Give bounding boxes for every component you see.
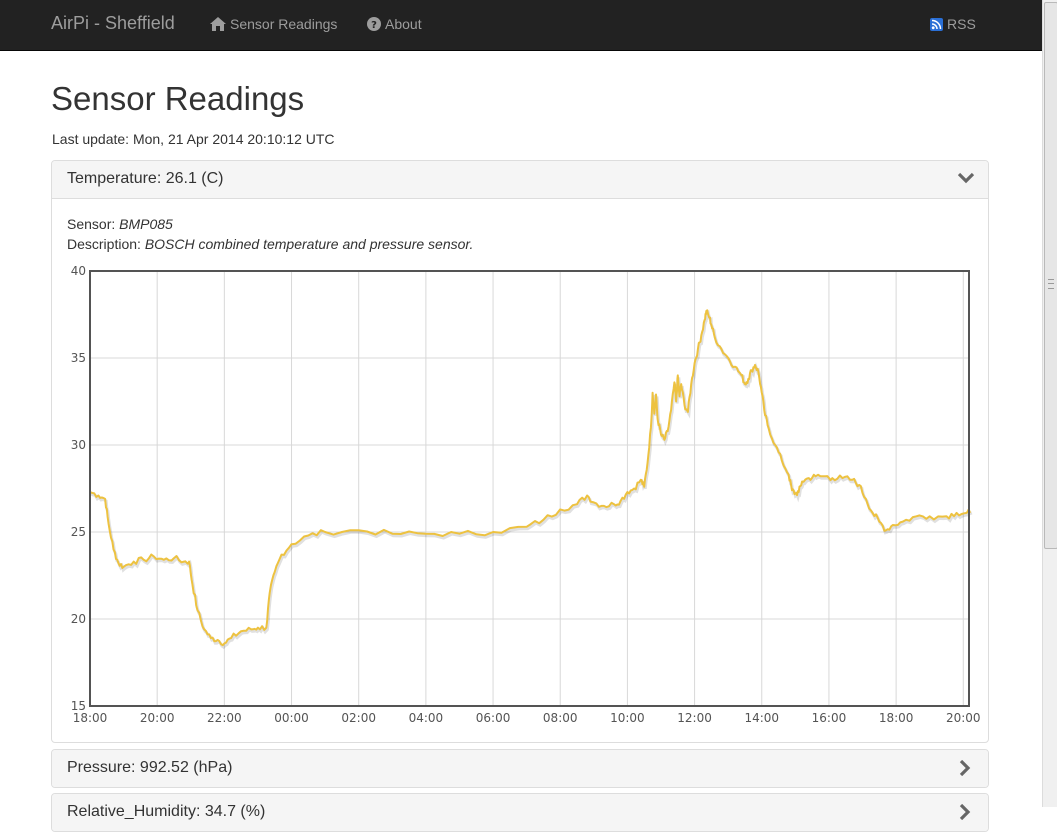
- nav-link-rss[interactable]: RSS: [930, 16, 976, 32]
- chevron-right-icon: [959, 804, 971, 820]
- x-tick-label: 16:00: [812, 711, 847, 725]
- rss-icon: [930, 17, 943, 31]
- sensor-info: Sensor: BMP085: [67, 216, 173, 232]
- description-value: BOSCH combined temperature and pressure …: [144, 236, 474, 252]
- sensor-value: BMP085: [119, 216, 173, 232]
- nav-link-label: Sensor Readings: [230, 16, 338, 32]
- scrollbar-thumb[interactable]: [1044, 2, 1057, 549]
- panel-pressure: Pressure: 992.52 (hPa): [51, 749, 989, 788]
- y-tick-label: 30: [71, 438, 86, 452]
- x-tick-label: 06:00: [476, 711, 511, 725]
- x-tick-label: 02:00: [341, 711, 376, 725]
- x-tick-label: 04:00: [409, 711, 444, 725]
- x-tick-label: 18:00: [73, 711, 108, 725]
- nav-link-label: RSS: [947, 16, 976, 32]
- y-tick-label: 25: [71, 525, 86, 539]
- x-tick-label: 10:00: [610, 711, 645, 725]
- home-icon: [210, 17, 226, 31]
- temperature-series-line: [89, 309, 971, 647]
- sensor-label: Sensor:: [67, 216, 116, 232]
- panel-heading-temperature[interactable]: Temperature: 26.1 (C): [52, 161, 988, 199]
- page-scrollbar[interactable]: [1042, 0, 1057, 807]
- page-title: Sensor Readings: [51, 80, 305, 117]
- y-tick-label: 40: [71, 264, 86, 278]
- scrollbar-grip-icon: [1048, 279, 1054, 289]
- y-tick-label: 35: [71, 351, 86, 365]
- sensor-description: Description: BOSCH combined temperature …: [67, 236, 473, 252]
- plot-border: [89, 270, 970, 707]
- panel-title: Pressure: 992.52 (hPa): [67, 759, 233, 776]
- x-tick-label: 12:00: [677, 711, 712, 725]
- svg-text:?: ?: [371, 20, 377, 31]
- chevron-down-icon: [958, 172, 974, 184]
- x-tick-label: 18:00: [879, 711, 914, 725]
- navbar: AirPi - Sheffield Sensor Readings ? Abou…: [0, 0, 1042, 51]
- series-line-shadow: [90, 309, 973, 650]
- temperature-chart: 15 20 25 30 35 40 18:00 20:00 22:00 00:00 02:00 04:…: [71, 264, 981, 725]
- panel-title: Relative_Humidity: 34.7 (%): [67, 803, 266, 820]
- x-tick-label: 22:00: [207, 711, 242, 725]
- navbar-brand[interactable]: AirPi - Sheffield: [51, 13, 175, 33]
- panel-title: Temperature: 26.1 (C): [67, 170, 224, 187]
- x-tick-label: 00:00: [274, 711, 309, 725]
- panel-humidity: Relative_Humidity: 34.7 (%): [51, 793, 989, 832]
- x-tick-label: 14:00: [744, 711, 779, 725]
- nav-link-about[interactable]: ? About: [367, 16, 422, 32]
- x-tick-label: 08:00: [543, 711, 578, 725]
- chevron-right-icon: [959, 760, 971, 776]
- y-tick-label: 20: [71, 612, 86, 626]
- y-tick-label: 15: [71, 699, 86, 713]
- question-circle-icon: ?: [367, 17, 381, 31]
- x-tick-label: 20:00: [140, 711, 175, 725]
- panel-temperature: Temperature: 26.1 (C) Sensor: BMP085 Des…: [51, 160, 989, 743]
- description-label: Description:: [67, 236, 141, 252]
- nav-link-sensor-readings[interactable]: Sensor Readings: [210, 16, 337, 32]
- panel-heading-pressure[interactable]: Pressure: 992.52 (hPa): [52, 750, 988, 787]
- panel-heading-humidity[interactable]: Relative_Humidity: 34.7 (%): [52, 794, 988, 831]
- last-update-text: Last update: Mon, 21 Apr 2014 20:10:12 U…: [52, 131, 335, 147]
- nav-link-label: About: [385, 16, 422, 32]
- x-tick-label: 20:00: [946, 711, 981, 725]
